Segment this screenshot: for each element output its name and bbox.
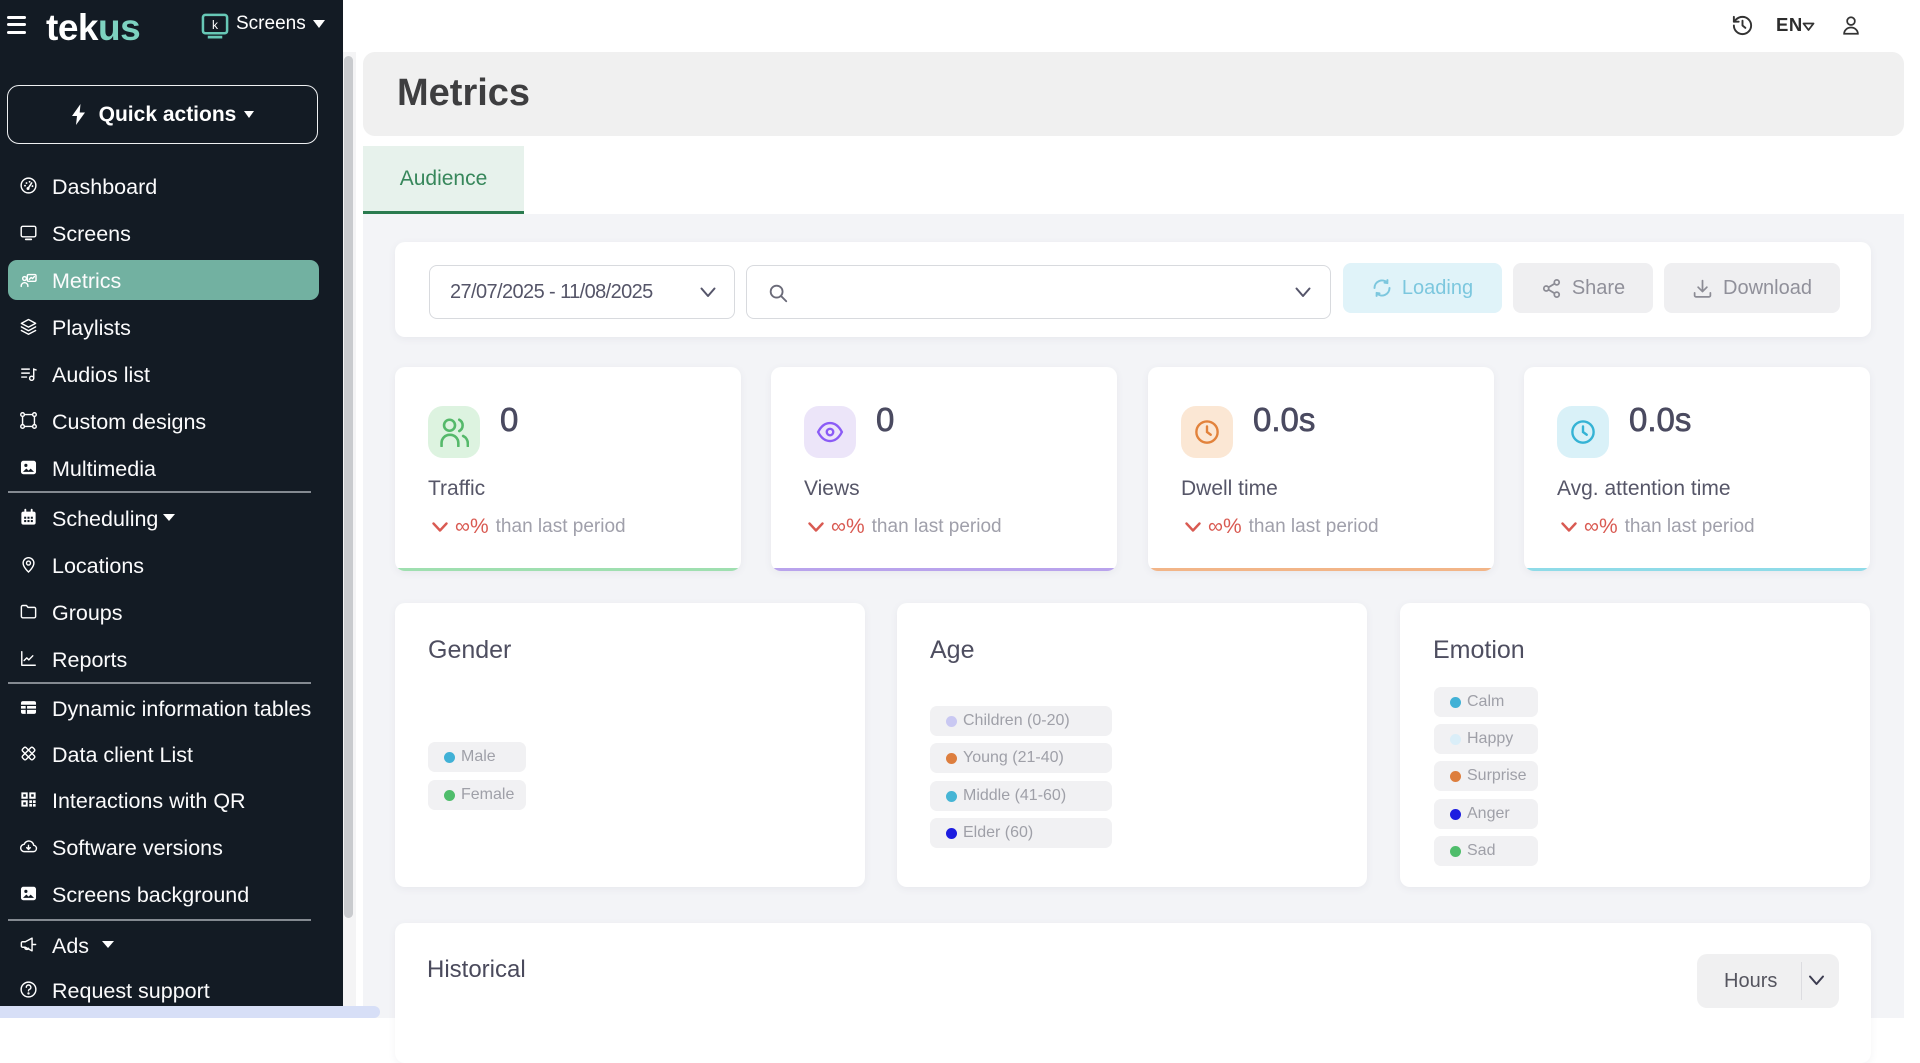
svg-text:k: k	[212, 18, 219, 32]
